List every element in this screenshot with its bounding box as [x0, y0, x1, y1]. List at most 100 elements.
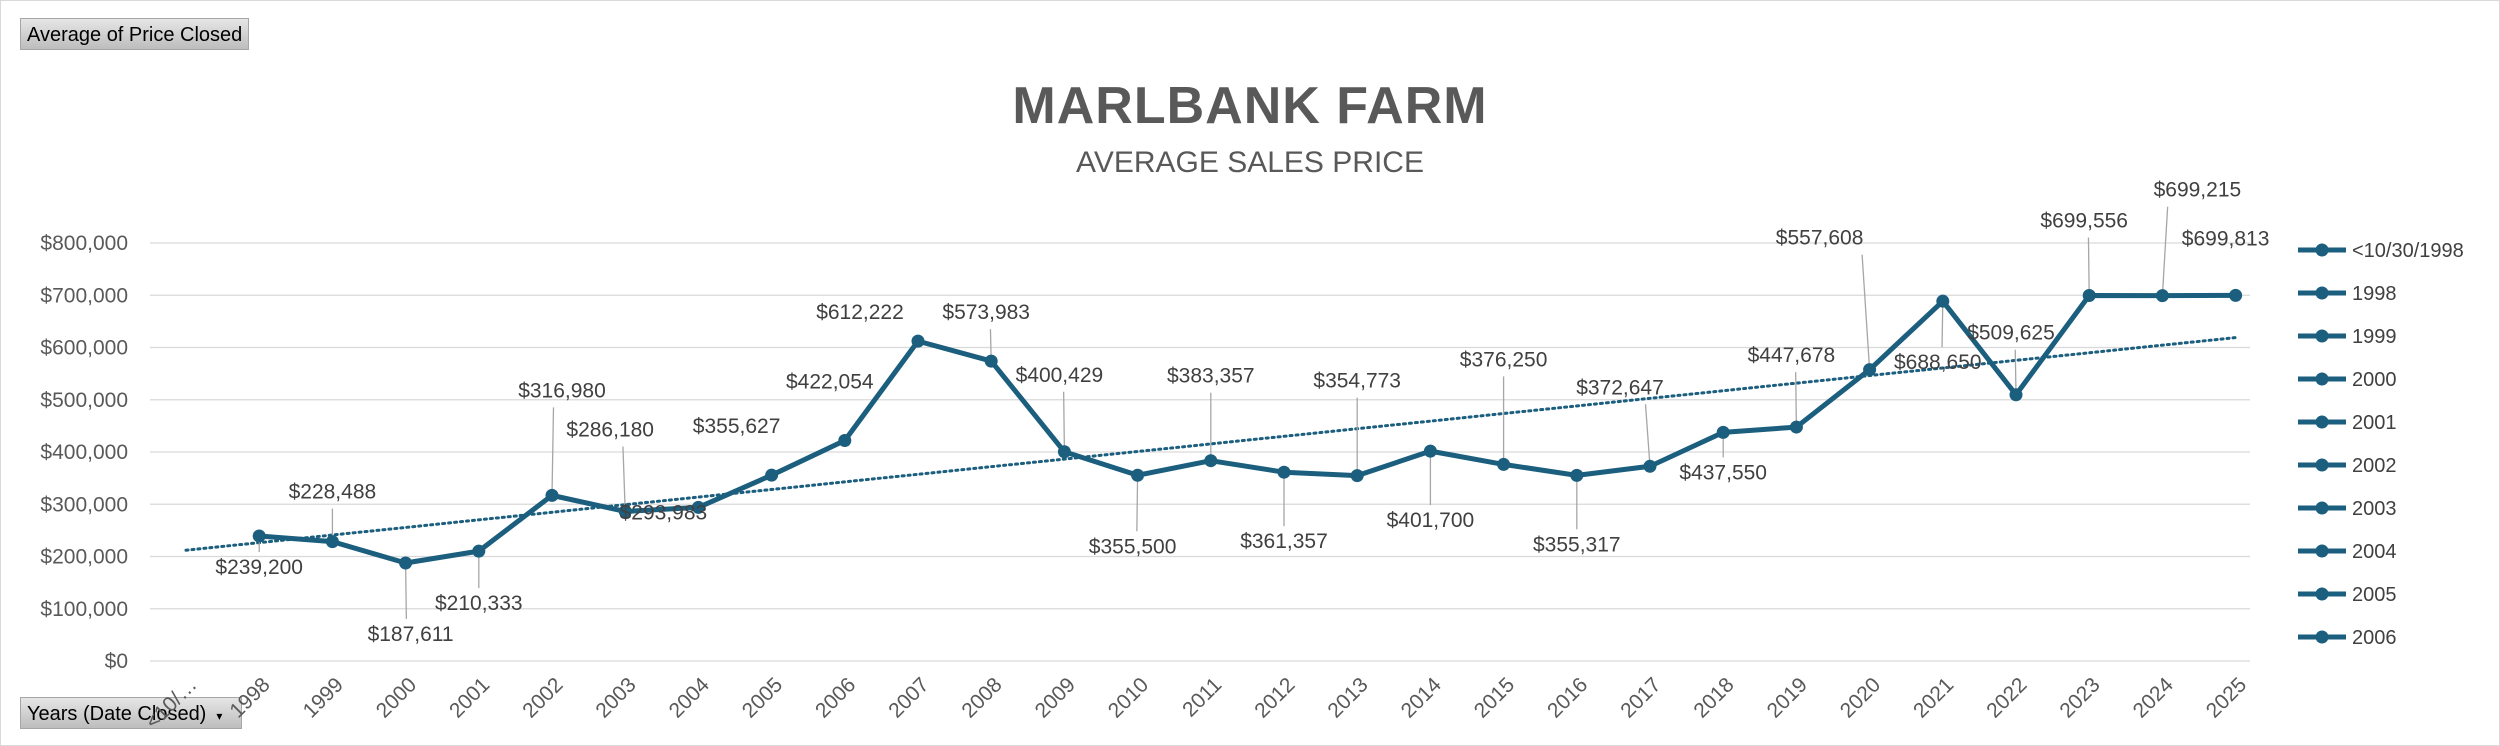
data-point[interactable] [1497, 457, 1511, 471]
legend-label: 2003 [2352, 498, 2397, 520]
label-leader-line [1795, 372, 1798, 428]
legend-label: 2004 [2352, 541, 2397, 563]
x-tick-label: 2004 [665, 673, 715, 723]
legend-point-marker [2315, 458, 2329, 472]
legend-entry[interactable]: 2003 [2298, 498, 2397, 520]
data-point[interactable] [252, 529, 266, 543]
x-tick-label: 2012 [1250, 673, 1299, 722]
legend-entry[interactable]: 1999 [2298, 326, 2397, 348]
label-leader-line [2014, 349, 2017, 395]
data-point[interactable] [2009, 388, 2023, 402]
legend-entry[interactable]: 2002 [2298, 455, 2397, 477]
x-tick-label: 2010 [1104, 673, 1153, 722]
data-label: $187,611 [368, 623, 454, 646]
x-tick-label: 2015 [1470, 673, 1519, 722]
x-tick-label: 2021 [1909, 673, 1958, 722]
data-point[interactable] [1789, 420, 1803, 434]
y-tick-label: $800,000 [40, 232, 128, 255]
data-point[interactable] [765, 468, 779, 482]
data-point[interactable] [399, 556, 413, 570]
y-tick-label: $400,000 [40, 441, 128, 464]
data-label: $372,647 [1576, 376, 1664, 399]
data-point[interactable] [1423, 444, 1437, 458]
legend-label: 2000 [2352, 369, 2397, 391]
legend-entry[interactable]: 2001 [2298, 412, 2397, 434]
data-point[interactable] [984, 354, 998, 368]
label-leader-line [1861, 254, 1871, 370]
data-point[interactable] [1863, 363, 1877, 377]
legend-point-marker [2315, 286, 2329, 300]
data-label: $509,625 [1967, 322, 2055, 345]
data-label: $228,488 [289, 481, 377, 504]
label-leader-line [1136, 475, 1139, 532]
x-tick-label: <10/… [141, 673, 201, 733]
legend-entry[interactable]: 2006 [2298, 627, 2397, 649]
data-point[interactable] [911, 334, 925, 348]
data-label: $355,317 [1533, 533, 1621, 556]
data-point[interactable] [2229, 288, 2243, 302]
legend-label: <10/30/1998 [2352, 240, 2464, 262]
y-tick-label: $200,000 [40, 546, 128, 569]
legend-entry[interactable]: 2005 [2298, 584, 2397, 606]
x-tick-label: 1999 [299, 673, 348, 722]
data-point[interactable] [1277, 465, 1291, 479]
data-point[interactable] [1204, 454, 1218, 468]
data-point[interactable] [472, 544, 486, 558]
data-label: $361,357 [1240, 530, 1328, 553]
data-point[interactable] [691, 500, 705, 514]
data-label: $447,678 [1748, 344, 1836, 367]
label-leader-line [1644, 404, 1651, 467]
legend-point-marker [2315, 372, 2329, 386]
data-point[interactable] [1350, 469, 1364, 483]
y-tick-label: $300,000 [40, 493, 128, 516]
dropdown-arrow-icon[interactable]: ▾ [216, 709, 223, 723]
data-point[interactable] [545, 488, 559, 502]
legend-point-marker [2315, 587, 2329, 601]
legend-point-marker [2315, 415, 2329, 429]
data-label: $401,700 [1387, 509, 1475, 532]
data-point[interactable] [838, 433, 852, 447]
axis-field-button[interactable]: Years (Date Closed) ▾ [20, 697, 242, 729]
data-point[interactable] [1936, 294, 1950, 308]
x-tick-label: 2002 [518, 673, 567, 722]
x-tick-label: 2007 [884, 673, 933, 722]
y-tick-label: $600,000 [40, 337, 128, 360]
legend: <10/30/1998 1998 1999 2000 2001 2002 2003 2004 2… [2298, 240, 2464, 649]
data-point[interactable] [1057, 445, 1071, 459]
axis-field-label: Years (Date Closed) [27, 703, 207, 725]
data-point[interactable] [1570, 468, 1584, 482]
label-leader-line [2087, 237, 2090, 296]
data-label: $699,215 [2154, 179, 2242, 202]
label-leader-line [1941, 301, 1944, 348]
data-point[interactable] [1131, 468, 1145, 482]
data-point[interactable] [618, 504, 632, 518]
label-leader-line [2161, 206, 2169, 296]
data-label: $239,200 [215, 556, 303, 579]
legend-point-marker [2315, 544, 2329, 558]
y-tick-label: $700,000 [40, 284, 128, 307]
legend-entry[interactable]: 2000 [2298, 369, 2397, 391]
data-point[interactable] [325, 535, 339, 549]
data-point[interactable] [1643, 459, 1657, 473]
legend-label: 2002 [2352, 455, 2397, 477]
legend-entry[interactable]: <10/30/1998 [2298, 240, 2464, 262]
data-point[interactable] [1716, 425, 1730, 439]
label-leader-line [622, 446, 626, 512]
y-axis-ticks: $0 $100,000 $200,000 $300,000 $400,000 $500,0… [40, 232, 128, 673]
data-labels: $239,200 $228,488 $187,611 $210,333 $316,980… [215, 179, 2269, 646]
data-label: $573,983 [942, 301, 1030, 324]
data-label: $376,250 [1460, 348, 1548, 371]
legend-label: 1999 [2352, 326, 2397, 348]
data-label: $355,500 [1089, 535, 1177, 558]
legend-entry[interactable]: 1998 [2298, 283, 2397, 305]
data-label: $422,054 [786, 370, 874, 393]
x-axis-ticks: <10/… 1998 1999 2000 2001 2002 2003 2004 2005 200… [141, 673, 2251, 734]
data-point[interactable] [2155, 289, 2169, 303]
chart-subtitle: AVERAGE SALES PRICE [1076, 146, 1424, 179]
data-label: $210,333 [435, 592, 523, 615]
value-field-button[interactable]: Average of Price Closed [20, 18, 249, 50]
x-tick-label: 2008 [957, 673, 1006, 722]
data-point[interactable] [2082, 288, 2096, 302]
legend-entry[interactable]: 2004 [2298, 541, 2397, 563]
legend-point-marker [2315, 243, 2329, 257]
